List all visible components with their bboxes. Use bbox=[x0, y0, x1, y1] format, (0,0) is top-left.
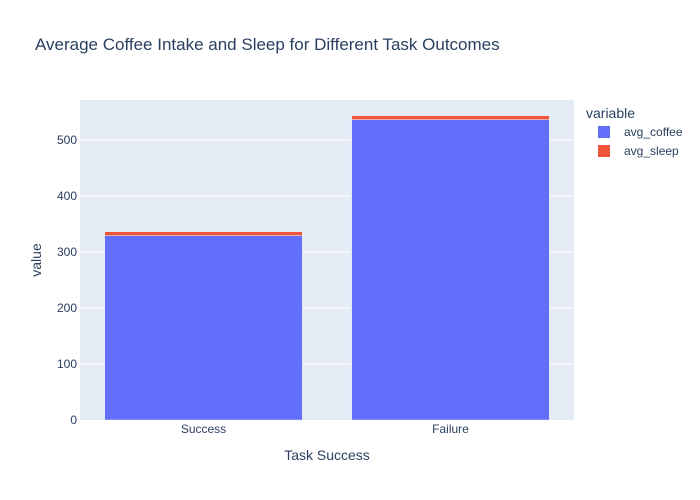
x-tick-label: Failure bbox=[432, 422, 469, 436]
legend-item-avg_coffee[interactable]: avg_coffee bbox=[598, 125, 683, 139]
y-tick-label: 300 bbox=[57, 245, 77, 259]
legend-label: avg_coffee bbox=[624, 125, 683, 139]
x-tick-label: Success bbox=[181, 422, 226, 436]
bars bbox=[104, 115, 550, 421]
bar-avg_coffee-success bbox=[104, 235, 303, 421]
x-axis-title: Task Success bbox=[284, 447, 370, 463]
x-axis-ticks: Success Failure bbox=[181, 422, 469, 436]
y-tick-label: 0 bbox=[70, 413, 77, 427]
y-axis-title: value bbox=[28, 243, 44, 277]
y-tick-label: 500 bbox=[57, 133, 77, 147]
y-tick-label: 200 bbox=[57, 301, 77, 315]
bar-avg_sleep-success bbox=[104, 231, 303, 236]
legend-swatch bbox=[598, 126, 610, 138]
y-tick-label: 100 bbox=[57, 357, 77, 371]
legend-swatch bbox=[598, 145, 610, 157]
chart-title: Average Coffee Intake and Sleep for Diff… bbox=[35, 35, 500, 54]
legend[interactable]: variable avg_coffee avg_sleep bbox=[586, 105, 683, 158]
legend-item-avg_sleep[interactable]: avg_sleep bbox=[598, 144, 679, 158]
legend-title: variable bbox=[586, 105, 635, 121]
legend-label: avg_sleep bbox=[624, 144, 679, 158]
bar-avg_sleep-failure bbox=[351, 115, 550, 120]
y-axis-ticks: 0 100 200 300 400 500 bbox=[57, 133, 77, 427]
y-tick-label: 400 bbox=[57, 189, 77, 203]
bar-avg_coffee-failure bbox=[351, 119, 550, 421]
